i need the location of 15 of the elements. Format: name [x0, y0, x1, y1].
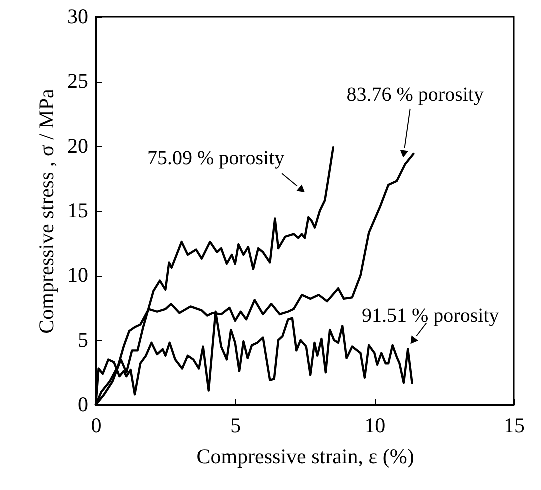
y-tick-label: 10 — [68, 263, 88, 288]
annotation: 75.09 % porosity — [147, 148, 285, 170]
annotation: 83.76 % porosity — [346, 84, 484, 106]
y-tick-label: 0 — [78, 392, 88, 416]
x-axis-title: Compressive strain, ε (%) — [196, 444, 414, 468]
x-tick-label: 15 — [504, 414, 525, 438]
y-tick-label: 20 — [68, 134, 88, 158]
y-tick-label: 30 — [68, 4, 88, 28]
y-tick-label: 25 — [68, 69, 88, 94]
annotation: 91.51 % porosity — [362, 305, 500, 328]
y-tick-label: 5 — [78, 328, 88, 352]
y-tick-label: 15 — [68, 198, 88, 222]
x-tick-label: 5 — [230, 414, 242, 438]
y-axis-title: Compressive stress , σ / MPa — [34, 88, 58, 334]
x-tick-label: 10 — [364, 414, 386, 438]
